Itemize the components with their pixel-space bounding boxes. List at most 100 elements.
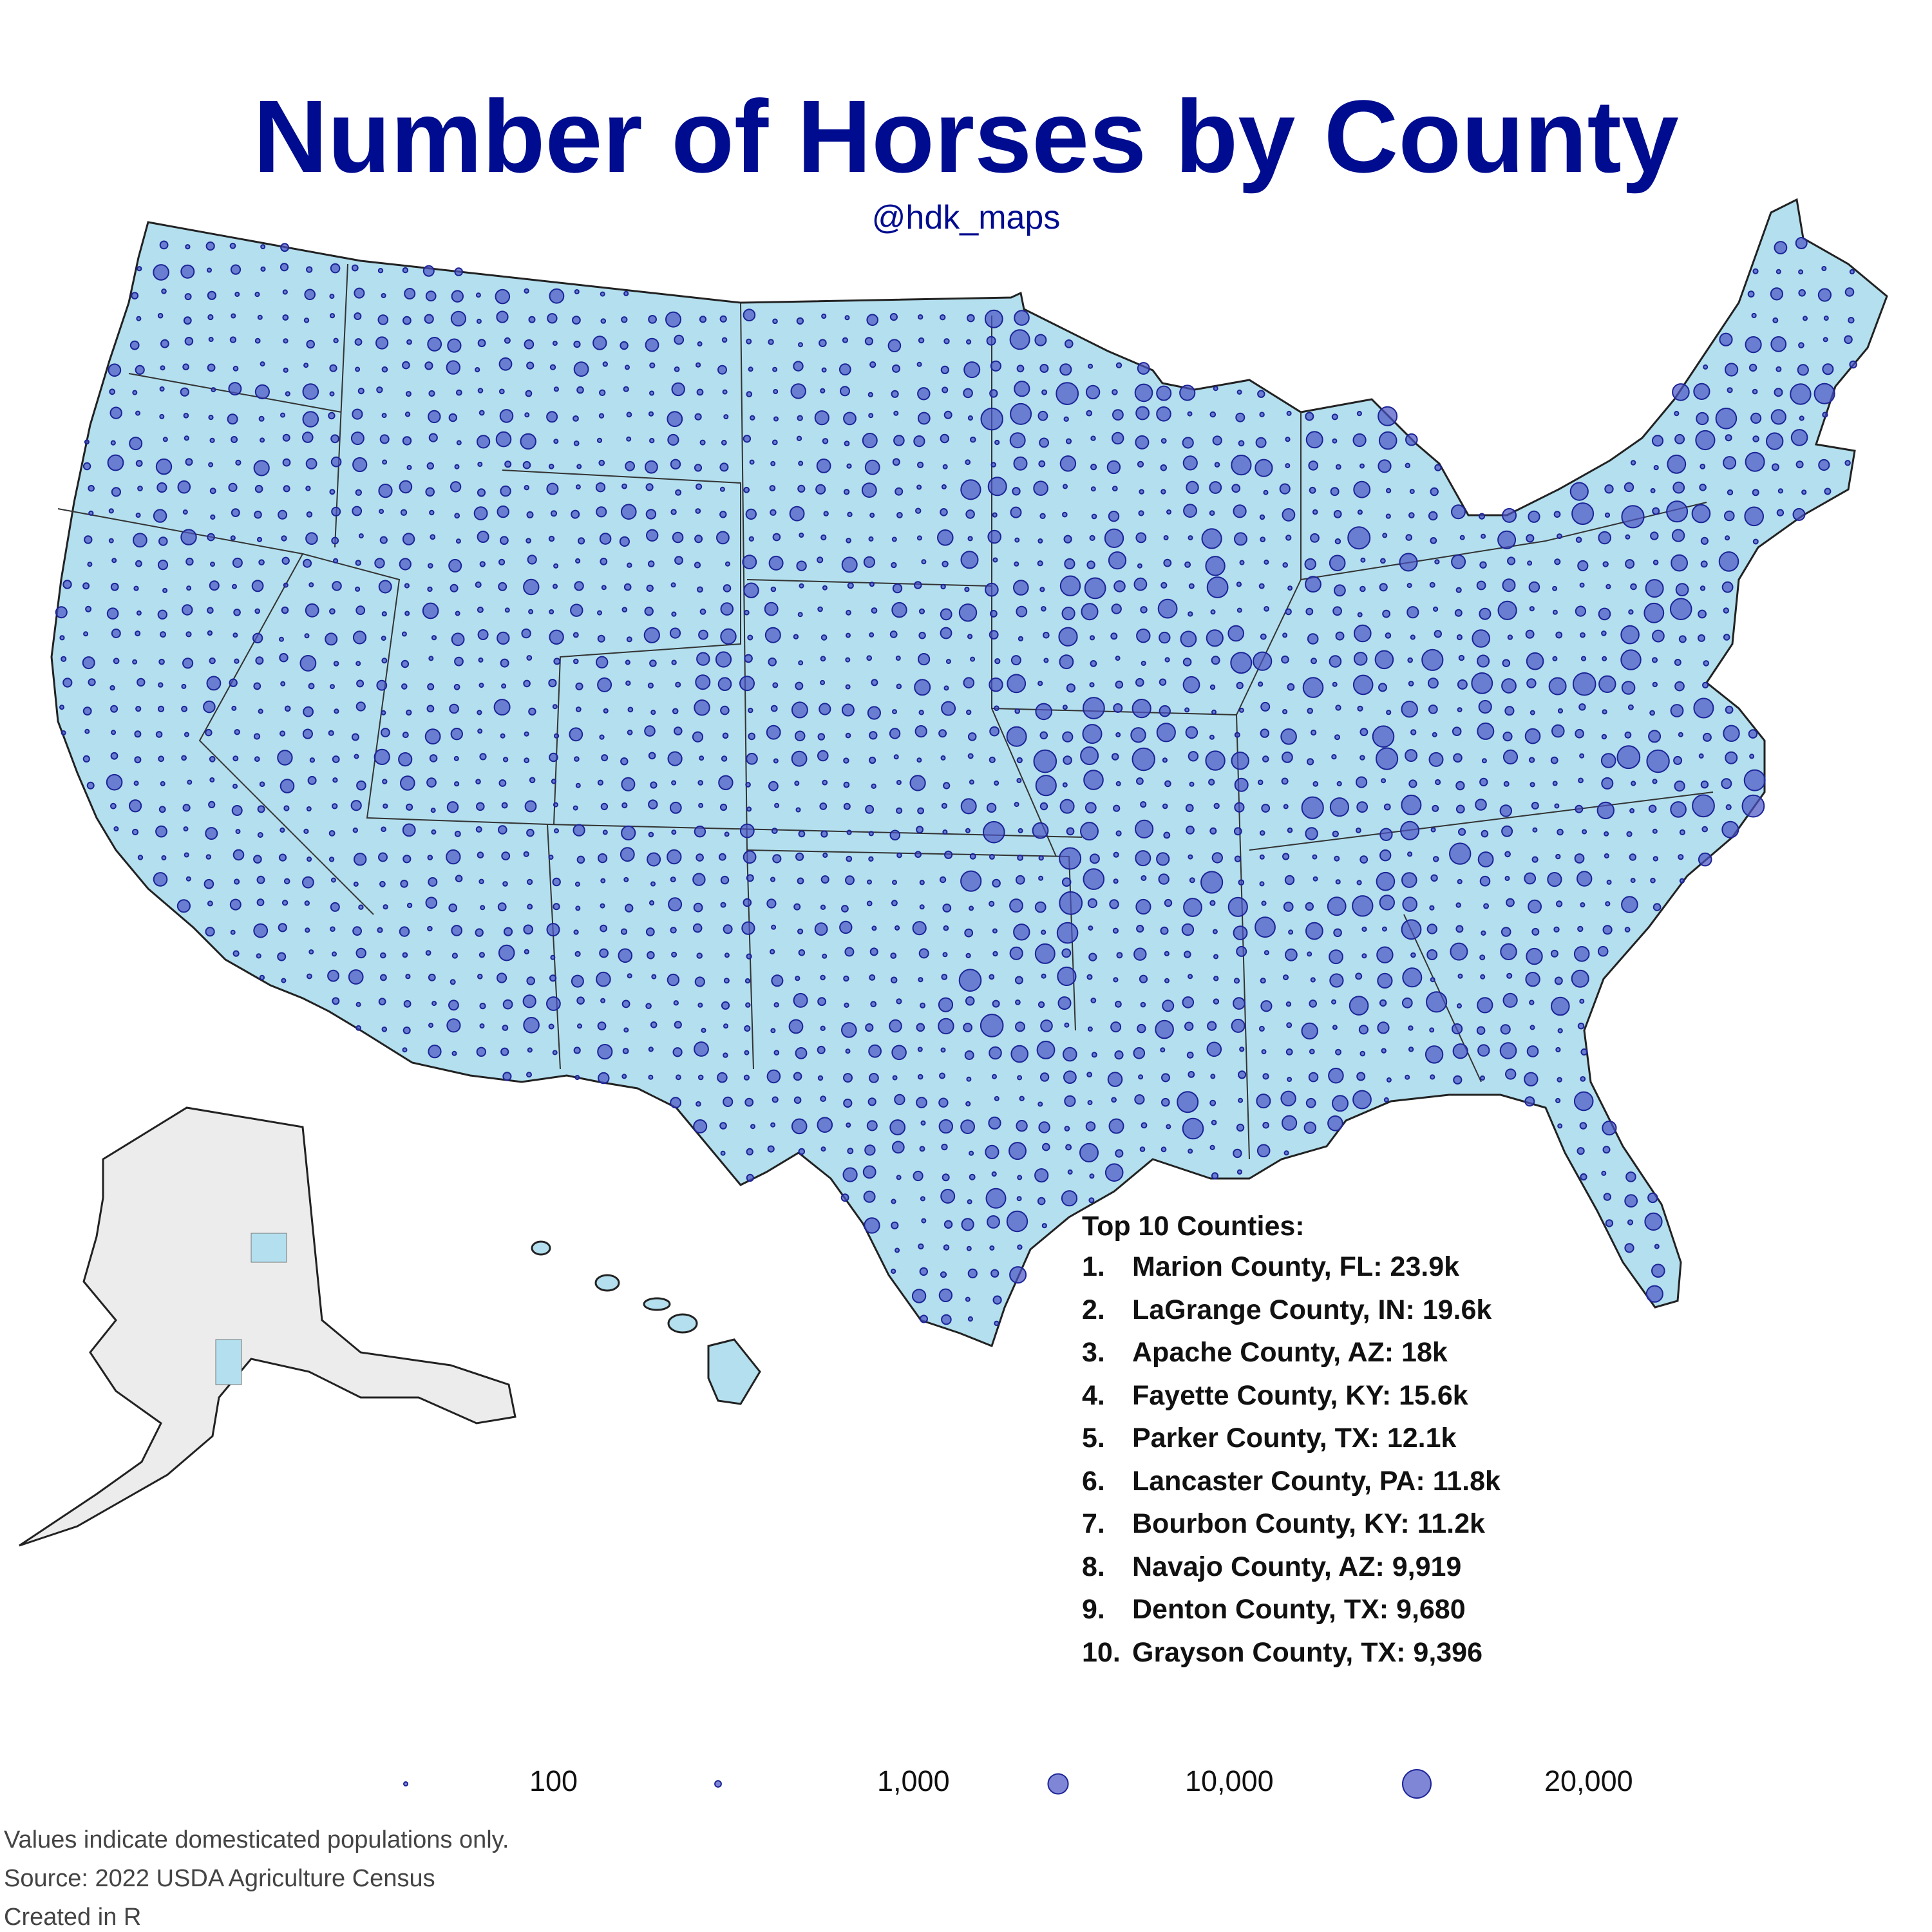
county-bubble — [985, 1144, 999, 1160]
county-bubble — [1062, 705, 1068, 710]
county-bubble — [1182, 676, 1200, 694]
county-bubble — [814, 922, 828, 936]
county-bubble — [869, 361, 876, 368]
county-bubble — [1792, 507, 1806, 521]
county-bubble — [1162, 999, 1175, 1012]
county-bubble — [182, 804, 191, 812]
county-bubble — [770, 460, 776, 466]
county-bubble — [1036, 1041, 1056, 1059]
county-bubble — [498, 388, 505, 395]
county-bubble — [1136, 925, 1144, 933]
county-bubble — [1823, 316, 1829, 321]
county-bubble — [380, 952, 386, 959]
county-bubble — [648, 799, 658, 810]
county-bubble — [694, 562, 701, 569]
county-bubble — [1014, 802, 1019, 808]
county-bubble — [1112, 486, 1118, 491]
county-bubble — [796, 435, 802, 441]
county-bubble — [281, 900, 289, 906]
county-bubble — [83, 631, 89, 637]
county-bubble — [1160, 582, 1168, 589]
county-bubble — [1530, 710, 1535, 715]
county-bubble — [234, 658, 240, 664]
county-bubble — [1155, 1019, 1174, 1039]
county-bubble — [548, 535, 555, 542]
county-bubble — [428, 410, 441, 424]
county-bubble — [1038, 875, 1044, 881]
county-bubble — [1352, 895, 1374, 917]
county-bubble — [1282, 562, 1288, 568]
county-bubble — [447, 338, 462, 353]
county-bubble — [1497, 530, 1517, 549]
county-bubble — [454, 656, 464, 667]
county-bubble — [135, 630, 141, 637]
county-bubble — [1141, 661, 1146, 666]
county-bubble — [869, 756, 876, 764]
county-bubble — [82, 582, 90, 590]
county-bubble — [1529, 999, 1535, 1005]
county-bubble — [694, 464, 703, 472]
county-bubble — [84, 535, 93, 544]
county-bubble — [865, 804, 875, 814]
county-bubble — [746, 753, 758, 765]
county-bubble — [431, 829, 437, 835]
county-bubble — [596, 656, 609, 669]
county-bubble — [475, 292, 481, 298]
county-bubble — [994, 439, 1000, 446]
county-bubble — [1624, 927, 1631, 933]
county-bubble — [598, 413, 605, 419]
county-bubble — [1725, 535, 1730, 541]
county-bubble — [381, 636, 386, 641]
county-bubble — [1621, 896, 1638, 913]
county-bubble — [1108, 1118, 1124, 1134]
county-bubble — [841, 1022, 857, 1038]
county-bubble — [180, 264, 195, 279]
county-bubble — [1164, 898, 1173, 907]
county-bubble — [1164, 780, 1171, 788]
county-bubble — [797, 928, 804, 934]
county-bubble — [1159, 631, 1171, 644]
county-bubble — [1575, 605, 1586, 617]
county-bubble — [1631, 781, 1636, 786]
county-bubble — [1233, 997, 1245, 1010]
county-bubble — [504, 337, 511, 344]
county-bubble — [797, 877, 804, 885]
county-bubble — [1160, 926, 1169, 935]
county-bubble — [327, 969, 339, 982]
county-bubble — [676, 1074, 681, 1081]
county-bubble — [601, 754, 609, 762]
county-bubble — [1231, 1018, 1245, 1033]
county-bubble — [425, 950, 431, 956]
county-bubble — [966, 709, 972, 715]
county-bubble — [526, 511, 534, 518]
county-bubble — [670, 459, 681, 469]
county-bubble — [821, 367, 827, 373]
county-bubble — [791, 750, 808, 767]
county-bubble — [1849, 269, 1855, 275]
county-bubble — [449, 703, 459, 714]
county-bubble — [355, 1001, 361, 1007]
county-bubble — [1475, 799, 1487, 811]
top-10-item: 4. Fayette County, KY: 15.6k — [1082, 1380, 1501, 1423]
county-bubble — [1430, 487, 1439, 497]
county-bubble — [208, 415, 214, 421]
county-bubble — [1065, 438, 1072, 444]
county-bubble — [1795, 237, 1808, 249]
county-bubble — [1455, 781, 1465, 791]
county-bubble — [964, 587, 970, 592]
county-bubble — [547, 313, 558, 324]
county-bubble — [277, 750, 293, 766]
county-bubble — [1115, 732, 1121, 737]
county-bubble — [1039, 1072, 1050, 1082]
county-bubble — [596, 506, 607, 518]
county-bubble — [891, 1141, 905, 1154]
county-bubble — [1752, 435, 1759, 442]
county-bubble — [1402, 967, 1423, 988]
county-bubble — [1206, 576, 1229, 598]
county-bubble — [1693, 697, 1714, 719]
county-bubble — [1669, 598, 1692, 621]
county-bubble — [504, 607, 510, 613]
county-bubble — [399, 558, 412, 571]
county-bubble — [1630, 460, 1636, 466]
county-bubble — [597, 1044, 613, 1060]
